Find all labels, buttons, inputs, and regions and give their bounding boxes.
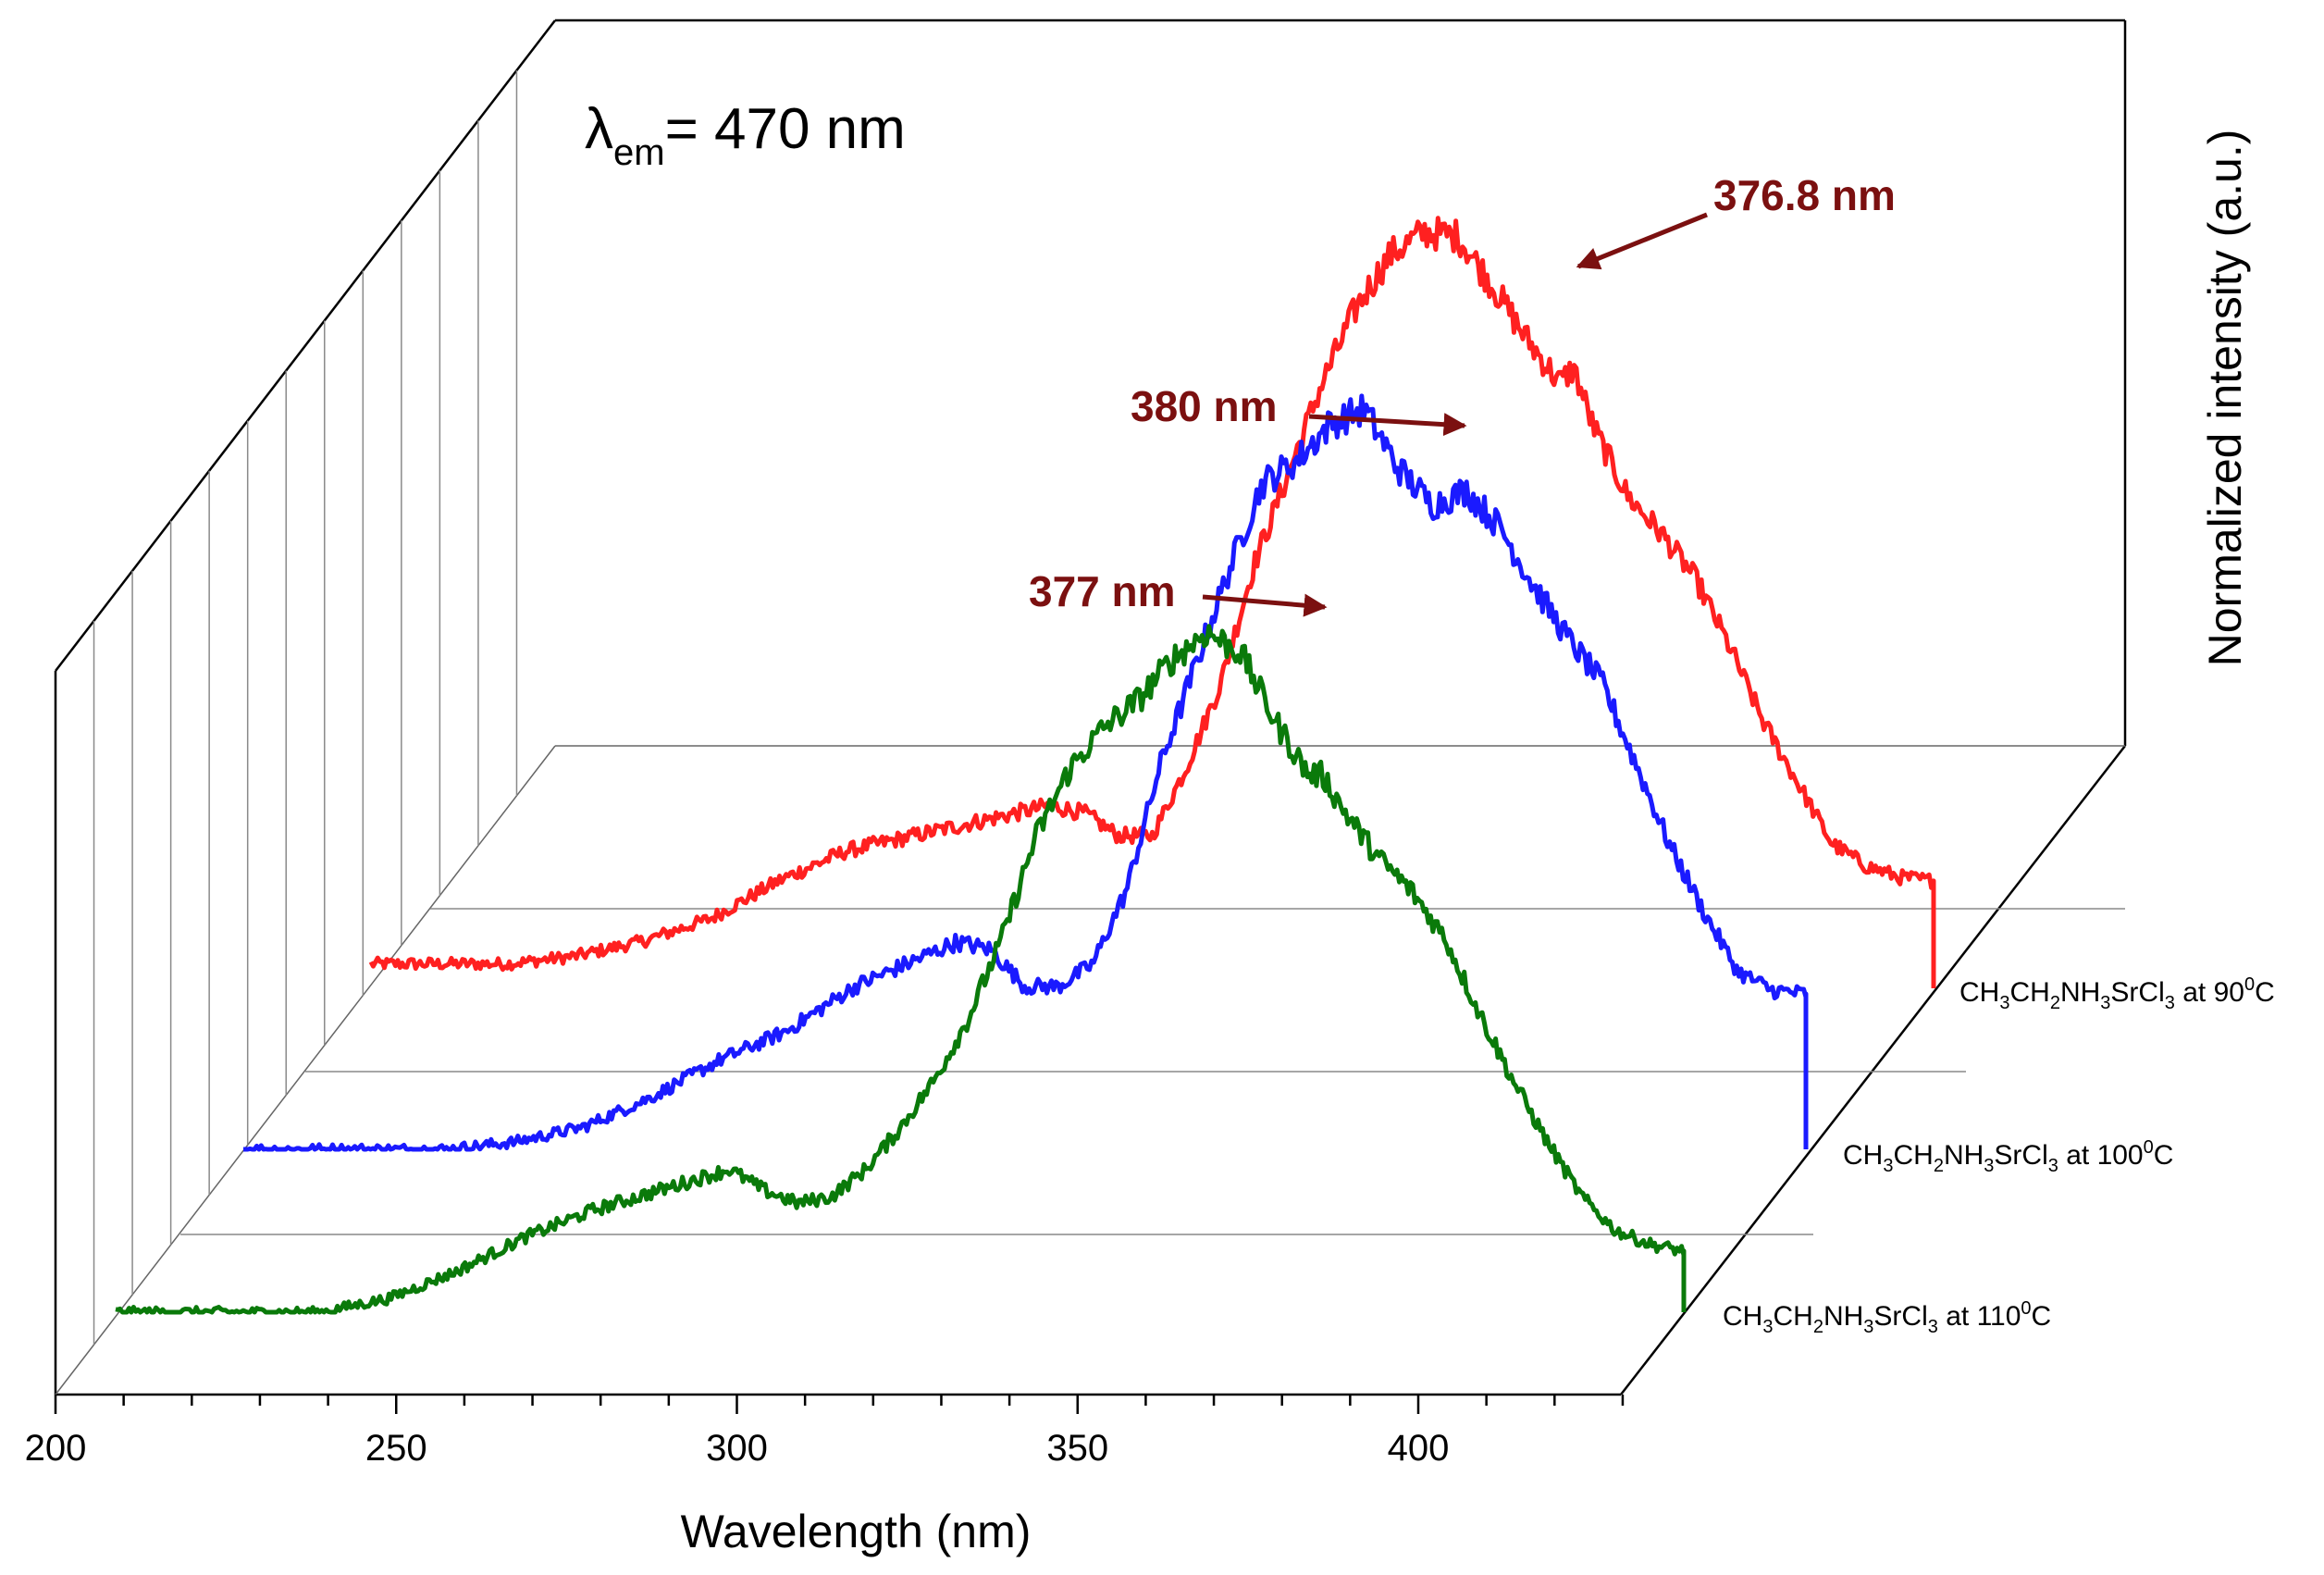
- floor-left-edge: [55, 745, 556, 1395]
- peak-label: 377 nm: [1029, 567, 1176, 615]
- labels-layer: CH3CH2NH3SrCl3 at 900C CH3CH2NH3SrCl3 at …: [1029, 171, 2275, 1337]
- right-depth-edge: [1620, 745, 2126, 1395]
- x-tick-label: 400: [1388, 1428, 1450, 1469]
- series-label-blue: CH3CH2NH3SrCl3 at 1000C: [1843, 1137, 2173, 1176]
- x-tick-label: 300: [706, 1428, 768, 1469]
- lambda-symbol: λ: [585, 97, 613, 161]
- series-label-red: CH3CH2NH3SrCl3 at 900C: [1959, 974, 2275, 1013]
- peak-label: 380 nm: [1131, 382, 1278, 430]
- peak-arrow: [1202, 593, 1328, 617]
- chart-frame: [54, 19, 2127, 1396]
- excitation-annotation: λem= 470 nm: [585, 97, 906, 173]
- x-axis-ticks: 200 250 300 350 400: [25, 1395, 1625, 1469]
- back-wall-grid: [93, 70, 2125, 1346]
- series-line-blue: [242, 393, 1809, 1152]
- y-axis-title: Normalized intensity (a.u.): [2199, 130, 2251, 667]
- peak-label: 376.8 nm: [1713, 171, 1896, 219]
- series-label-green: CH3CH2NH3SrCl3 at 1100C: [1723, 1298, 2051, 1337]
- series-line-green: [115, 624, 1687, 1315]
- series-line-red: [368, 216, 1936, 988]
- lambda-value: = 470 nm: [665, 97, 906, 161]
- x-tick-label: 200: [25, 1428, 87, 1469]
- lambda-subscript: em: [613, 132, 665, 173]
- peak-arrow: [1308, 413, 1467, 437]
- series-layer: [115, 216, 1936, 1315]
- x-tick-label: 250: [365, 1428, 427, 1469]
- left-top-edge: [55, 19, 556, 672]
- x-axis-title: Wavelength (nm): [681, 1506, 1032, 1557]
- peak-arrow: [1576, 212, 1708, 270]
- x-tick-label: 350: [1046, 1428, 1108, 1469]
